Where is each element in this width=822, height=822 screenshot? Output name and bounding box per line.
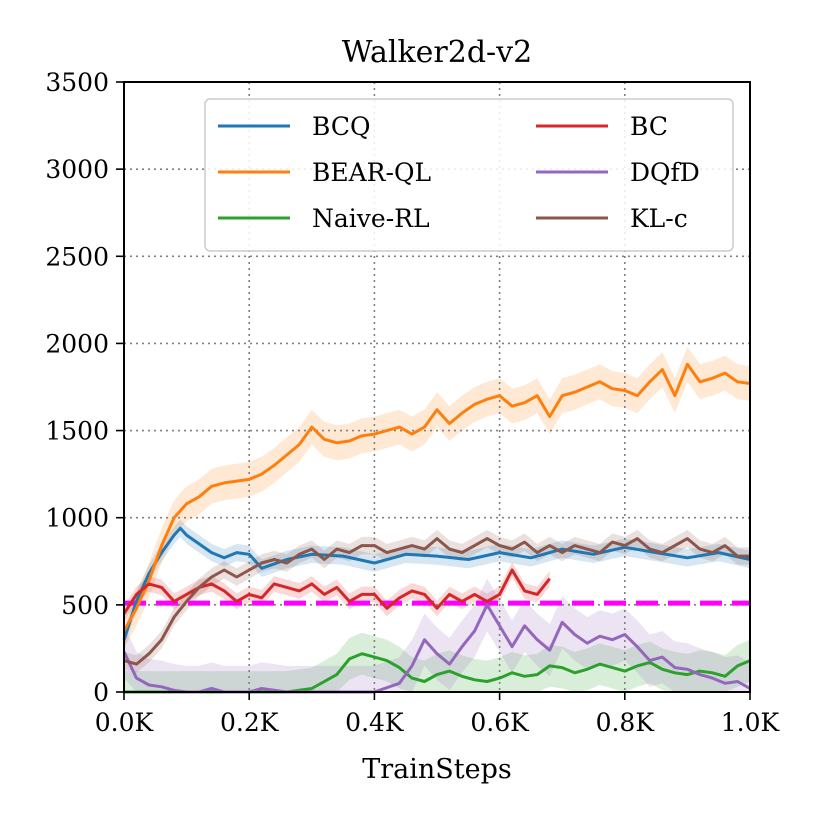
band-kl-c: [124, 529, 750, 673]
series-line-kl-c: [123, 537, 750, 666]
legend-label-naive-rl: Naive-RL: [312, 204, 430, 233]
plot-bands: [124, 346, 750, 692]
y-axis: 0 500 1000 1500 2000 2500 3000 3500: [45, 68, 124, 707]
y-tick-label: 3000: [45, 155, 109, 184]
legend-label-bear-ql: BEAR-QL: [312, 158, 431, 187]
legend-label-kl-c: KL-c: [630, 204, 688, 233]
y-tick-label: 500: [61, 591, 109, 620]
y-tick-label: 2000: [45, 329, 109, 358]
x-tick-label: 0.6K: [470, 708, 530, 737]
x-tick-label: 1.0K: [721, 708, 781, 737]
y-tick-label: 3500: [45, 68, 109, 97]
x-axis: 0.0K 0.2K 0.4K 0.6K 0.8K 1.0K: [95, 692, 781, 737]
x-tick-label: 0.8K: [596, 708, 656, 737]
band-bear-ql: [124, 346, 750, 649]
legend-label-bc: BC: [630, 112, 668, 141]
legend-label-bcq: BCQ: [312, 112, 370, 141]
x-tick-label: 0.0K: [95, 708, 155, 737]
series-line-bcq: [122, 526, 751, 641]
band-bc: [124, 562, 550, 622]
series-line-naive-rl: [124, 652, 751, 694]
series-line-bc: [122, 568, 551, 615]
band-dqfd: [124, 578, 750, 692]
chart-title: Walker2d-v2: [342, 35, 532, 70]
band-naive-rl: [124, 632, 750, 692]
x-tick-label: 0.4K: [345, 708, 405, 737]
x-tick-label: 0.2K: [220, 708, 280, 737]
legend-box: [204, 98, 734, 252]
legend: BCQ BEAR-QL Naive-RL BC DQfD KL-c: [204, 98, 734, 252]
y-tick-label: 0: [93, 678, 109, 707]
plot-lines: [122, 362, 751, 694]
plot-frame: [123, 81, 751, 693]
y-tick-label: 1500: [45, 417, 109, 446]
y-tick-label: 2500: [45, 242, 109, 271]
x-axis-label: TrainSteps: [362, 754, 512, 785]
y-tick-label: 1000: [45, 504, 109, 533]
series-line-bear-ql: [122, 362, 751, 632]
series-line-dqfd: [122, 603, 751, 694]
legend-label-dqfd: DQfD: [630, 158, 700, 187]
